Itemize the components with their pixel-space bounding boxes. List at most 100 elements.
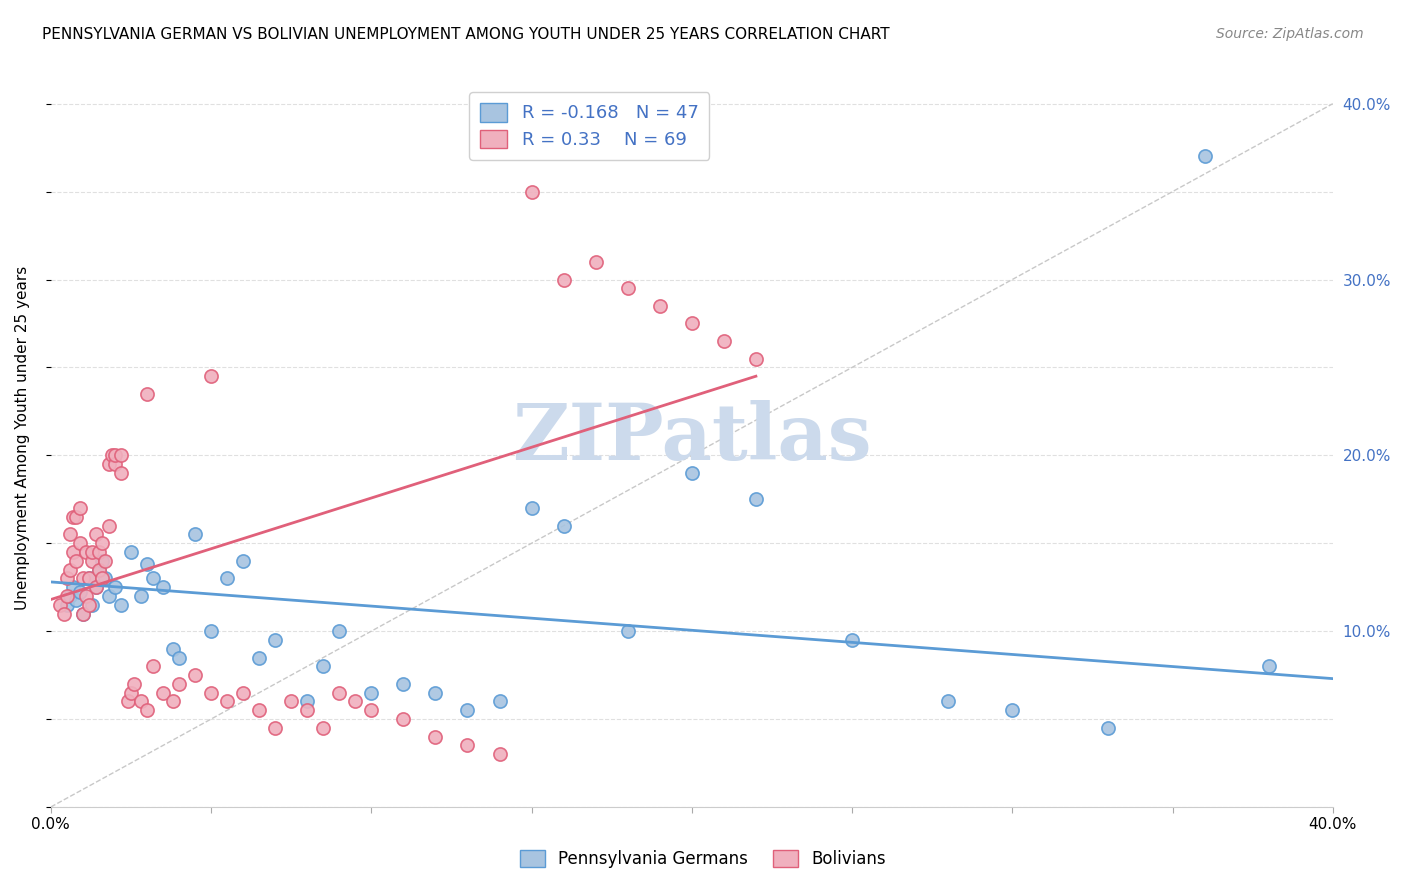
Point [184,668,207,682]
Legend: R = -0.168   N = 47, R = 0.33    N = 69: R = -0.168 N = 47, R = 0.33 N = 69 [470,92,709,160]
Point [360,703,382,717]
Point [344,694,367,708]
Point [553,272,575,286]
Point [841,632,863,647]
Point [79,571,101,585]
Point [936,694,959,708]
Point [167,650,190,665]
Point [84,580,107,594]
Point [104,580,127,594]
Point [745,351,768,366]
Point [745,492,768,507]
Point [91,536,114,550]
Point [49,598,72,612]
Point [136,558,159,572]
Point [56,598,79,612]
Point [104,457,127,471]
Point [312,659,335,673]
Point [264,721,287,735]
Point [681,466,703,480]
Point [65,592,87,607]
Point [264,632,287,647]
Point [456,739,478,753]
Point [62,509,84,524]
Point [87,563,110,577]
Text: ZIPatlas: ZIPatlas [512,400,872,475]
Point [392,712,415,726]
Point [247,650,270,665]
Point [425,686,447,700]
Point [488,747,510,762]
Point [91,554,114,568]
Point [152,686,174,700]
Point [79,571,101,585]
Point [1001,703,1024,717]
Point [328,686,350,700]
Point [87,563,110,577]
Point [280,694,302,708]
Point [110,448,132,462]
Point [713,334,735,348]
Point [75,589,97,603]
Point [152,580,174,594]
Point [1097,721,1119,735]
Point [553,518,575,533]
Point [87,545,110,559]
Point [297,703,319,717]
Point [520,501,543,516]
Point [120,686,142,700]
Point [312,721,335,735]
Point [520,185,543,199]
Point [72,607,94,621]
Point [232,554,254,568]
Point [184,527,207,541]
Point [122,677,145,691]
Text: Source: ZipAtlas.com: Source: ZipAtlas.com [1216,27,1364,41]
Point [65,554,87,568]
Point [65,509,87,524]
Point [104,448,127,462]
Point [110,466,132,480]
Point [59,527,82,541]
Point [110,598,132,612]
Point [488,694,510,708]
Point [59,563,82,577]
Point [200,369,222,384]
Point [616,281,638,295]
Point [585,255,607,269]
Point [1194,149,1216,163]
Point [69,585,91,599]
Point [167,677,190,691]
Point [200,624,222,639]
Point [247,703,270,717]
Point [82,554,104,568]
Point [69,536,91,550]
Point [97,457,120,471]
Point [616,624,638,639]
Point [94,554,117,568]
Point [84,580,107,594]
Point [425,730,447,744]
Point [142,571,165,585]
Point [392,677,415,691]
Point [62,580,84,594]
Point [100,448,122,462]
Point [52,607,75,621]
Point [360,686,382,700]
Text: PENNSYLVANIA GERMAN VS BOLIVIAN UNEMPLOYMENT AMONG YOUTH UNDER 25 YEARS CORRELAT: PENNSYLVANIA GERMAN VS BOLIVIAN UNEMPLOY… [42,27,890,42]
Point [62,545,84,559]
Point [75,545,97,559]
Point [217,571,239,585]
Point [79,598,101,612]
Point [200,686,222,700]
Point [72,571,94,585]
Point [129,694,152,708]
Point [56,571,79,585]
Point [84,527,107,541]
Point [97,589,120,603]
Point [681,317,703,331]
Point [129,589,152,603]
Point [232,686,254,700]
Point [120,545,142,559]
Point [69,501,91,516]
